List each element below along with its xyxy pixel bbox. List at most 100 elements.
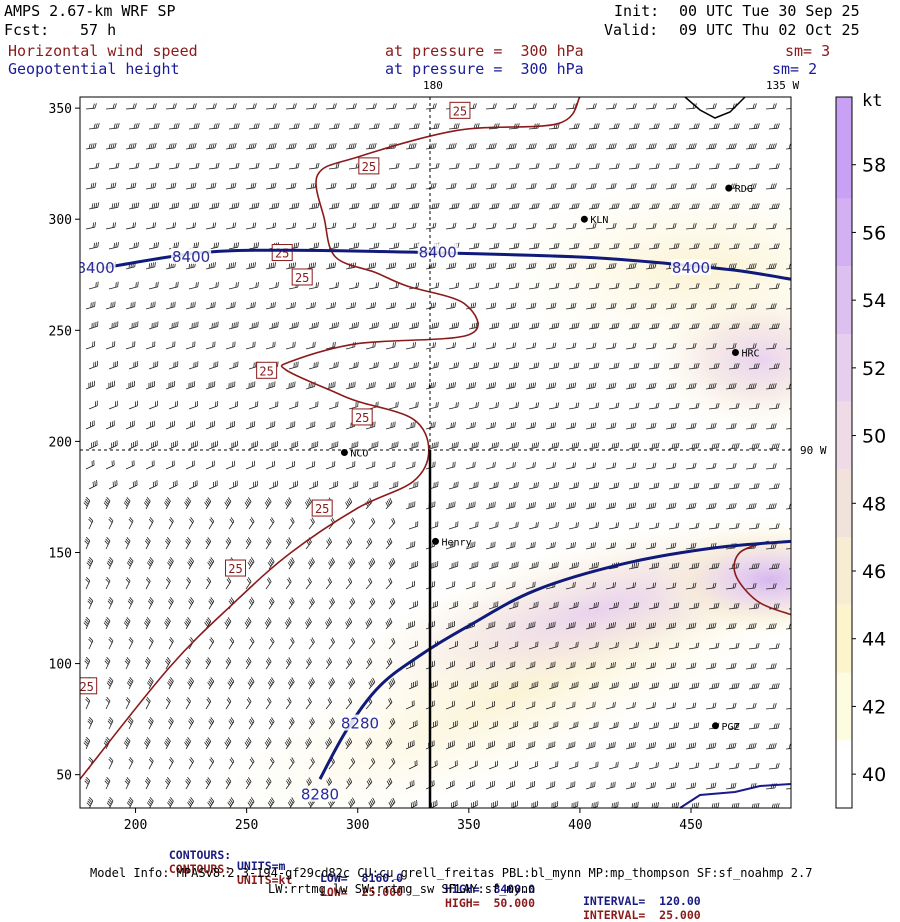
wind-barb	[506, 542, 515, 549]
wind-barb	[127, 797, 133, 809]
wind-barb	[686, 782, 696, 789]
wind-barb	[469, 561, 478, 569]
wind-barb	[549, 522, 559, 529]
wind-barb	[506, 223, 516, 229]
wind-barb	[108, 597, 113, 609]
wind-barb	[269, 163, 279, 169]
wind-barb	[285, 498, 291, 510]
wind-barb	[249, 242, 259, 249]
wind-barb	[128, 717, 133, 729]
wind-barb	[266, 538, 271, 550]
wind-barb	[449, 362, 459, 369]
wind-barb	[386, 461, 395, 469]
wind-barb	[329, 598, 335, 609]
wind-barb	[209, 163, 219, 169]
wind-barb	[189, 282, 198, 289]
wind-barb	[166, 143, 176, 149]
wind-barb	[306, 302, 316, 309]
wind-barb	[186, 577, 191, 589]
wind-barb	[166, 103, 176, 109]
wind-barb	[186, 341, 195, 349]
wind-barb	[349, 163, 359, 169]
wind-barb	[84, 497, 90, 509]
wind-barb	[206, 421, 215, 429]
wind-barb	[269, 401, 278, 409]
wind-barb	[288, 558, 294, 570]
colorbar-swatch	[836, 199, 852, 267]
wind-barb	[188, 797, 194, 809]
wind-barb	[265, 498, 271, 510]
wind-barb	[186, 657, 191, 669]
wind-barb	[686, 463, 696, 469]
wind-barb	[229, 361, 238, 369]
wind-barb	[129, 163, 139, 169]
speed-contour-label: 25	[257, 362, 277, 378]
wind-barb	[329, 638, 335, 649]
wind-barb	[266, 421, 275, 429]
wind-barb	[406, 382, 415, 389]
wind-barb	[306, 262, 316, 269]
wind-barb	[169, 401, 178, 409]
wind-barb	[529, 482, 539, 489]
wind-barb	[686, 423, 696, 429]
wind-barb	[349, 402, 358, 409]
wind-barb	[669, 443, 679, 449]
wind-barb	[309, 598, 315, 609]
wind-barb	[206, 657, 211, 669]
colorbar-label: 44	[862, 629, 886, 651]
wind-barb	[186, 777, 191, 789]
wind-barb	[569, 403, 579, 410]
wind-barb	[289, 518, 294, 530]
wind-barb	[426, 223, 436, 229]
wind-barb	[586, 143, 596, 149]
wind-barb	[266, 183, 276, 189]
wind-barb	[509, 163, 519, 169]
wind-barb	[126, 341, 135, 349]
wind-barb	[85, 657, 90, 669]
wind-barb	[346, 498, 352, 509]
wind-barb	[509, 323, 519, 330]
wind-barb	[309, 362, 318, 369]
wind-barb	[265, 618, 271, 630]
wind-barb	[145, 537, 150, 549]
height-contour-label: 8280	[300, 786, 340, 804]
wind-barb	[766, 663, 776, 669]
wind-barb	[386, 302, 396, 309]
station-henry: Henry	[432, 537, 472, 548]
wind-barb	[167, 557, 173, 569]
wind-barb	[209, 361, 218, 369]
wind-barb	[446, 223, 456, 229]
wind-barb	[109, 123, 119, 129]
wind-barb	[526, 502, 535, 509]
wind-barb	[266, 262, 276, 269]
wind-barb	[189, 597, 194, 609]
wind-barb	[449, 442, 458, 449]
wind-barb	[109, 282, 118, 289]
wind-barb	[409, 203, 419, 209]
wind-barb	[246, 537, 251, 549]
wind-barb	[309, 203, 319, 209]
y-tick-label: 150	[49, 546, 72, 561]
wind-barb	[148, 717, 153, 729]
wind-barb	[189, 757, 194, 769]
wind-barb	[306, 223, 316, 229]
wind-barb	[225, 497, 231, 509]
speed-contour-label: 25	[450, 102, 470, 118]
wind-barb	[246, 697, 251, 709]
wind-barb	[86, 143, 96, 149]
wind-barb	[166, 421, 174, 429]
wind-barb	[489, 482, 498, 489]
wind-barb	[166, 461, 174, 470]
wind-barb	[666, 423, 676, 429]
wind-barb	[709, 763, 719, 769]
wind-barb	[326, 461, 335, 469]
wind-barb	[144, 497, 150, 509]
wind-barb	[109, 637, 113, 649]
wind-barb	[369, 282, 379, 289]
wind-barb	[146, 103, 156, 109]
wind-barb	[326, 658, 332, 669]
wind-barb	[268, 678, 274, 690]
wind-barb	[509, 522, 518, 529]
wind-barb	[666, 463, 676, 469]
wind-barb	[185, 737, 191, 749]
